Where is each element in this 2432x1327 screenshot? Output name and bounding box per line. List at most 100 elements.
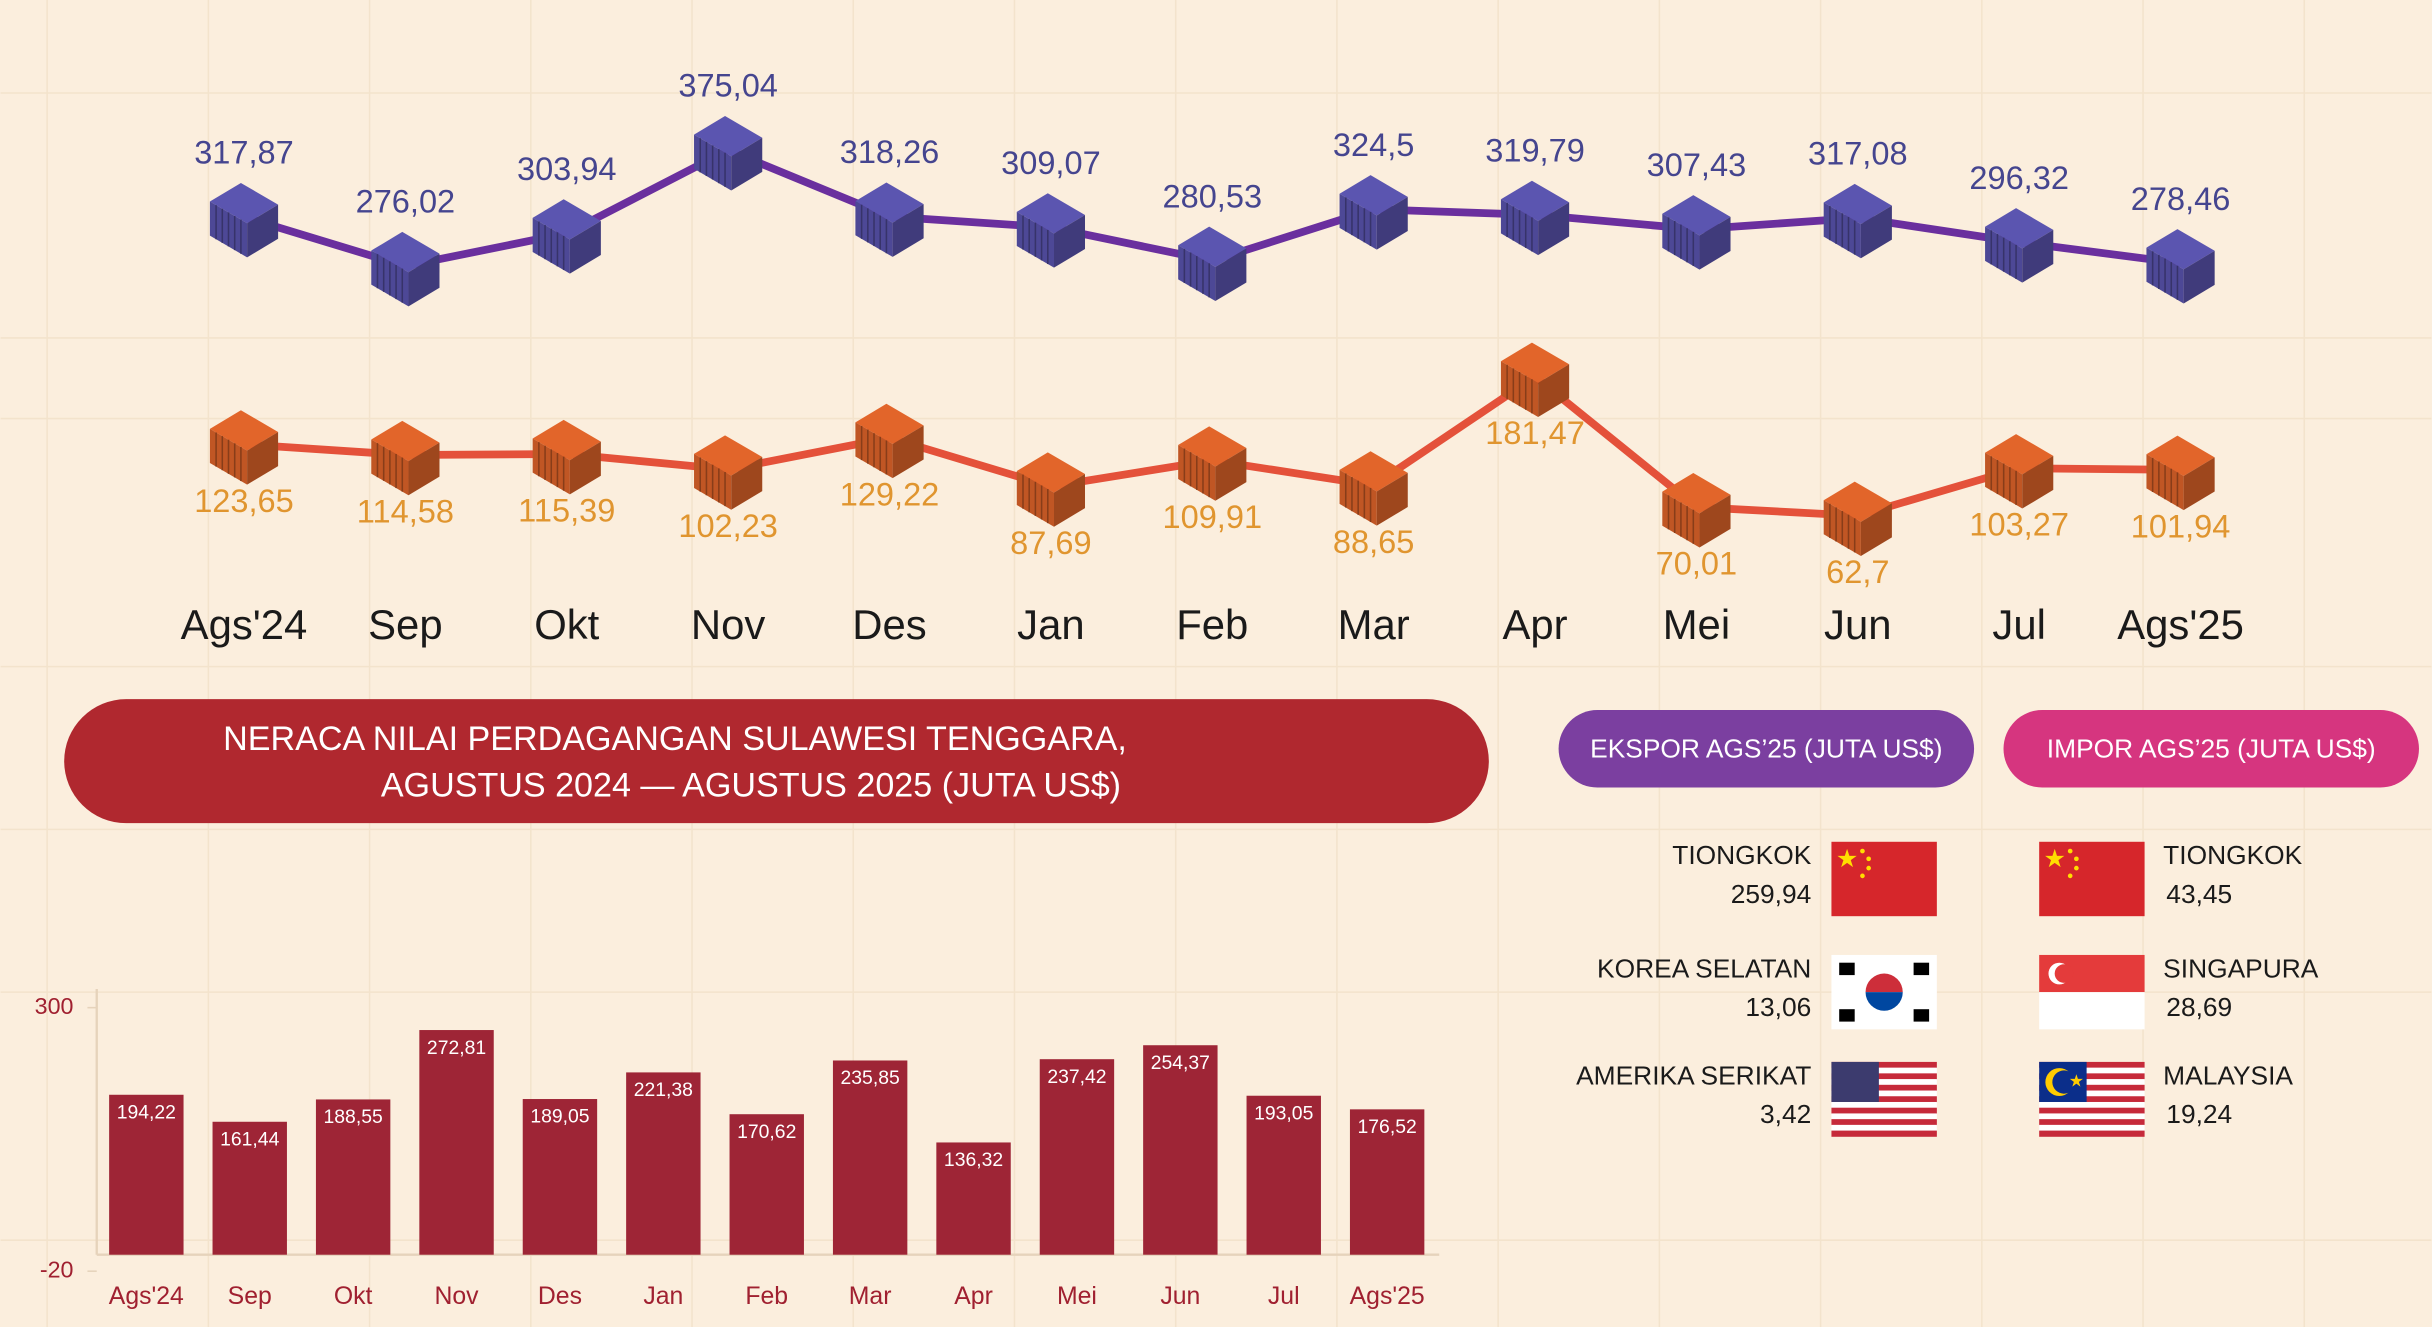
cube-top (2146, 435, 2215, 476)
cube-right (1860, 503, 1892, 557)
import-title: IMPOR AGS’25 (JUTA US$) (2047, 733, 2376, 763)
value-label: 170,62 (737, 1121, 796, 1143)
bar (729, 1114, 804, 1255)
flag-small-star (1866, 856, 1871, 862)
x-tick-label: Apr (1502, 601, 1567, 648)
x-tick-label: Jul (1992, 601, 2046, 648)
container-marker (532, 199, 601, 274)
bar (522, 1099, 598, 1255)
value-label: 115,39 (518, 493, 615, 529)
container-marker (1823, 183, 1892, 259)
container-marker (1662, 473, 1731, 548)
x-tick-label: Mar (1338, 601, 1410, 648)
flag-trigram (1839, 962, 1855, 976)
cube-top (1178, 426, 1247, 467)
container-marker (1339, 451, 1408, 526)
flag-star: ★ (1836, 846, 1858, 873)
container-marker (209, 182, 279, 258)
flag-stripe (2039, 1061, 2145, 1069)
cube-top (2146, 229, 2215, 270)
flag-stripe (2039, 1084, 2145, 1091)
cube-right (408, 442, 440, 496)
cube-right (1538, 364, 1570, 417)
cube-top (855, 403, 924, 445)
cube-top (1016, 193, 1086, 234)
x-tick-label: Mar (849, 1283, 892, 1310)
value-label: 194,22 (117, 1101, 176, 1123)
value-label: 303,94 (517, 151, 617, 187)
cube-right (1215, 248, 1247, 302)
x-tick-label: Sep (228, 1283, 272, 1310)
flag-canton (1831, 1061, 1879, 1102)
flag-stripe (1831, 1079, 1937, 1086)
flag-stripe (1831, 1113, 1937, 1120)
cube-right (1376, 196, 1408, 250)
value-label: 102,23 (678, 508, 778, 544)
container-marker (1662, 195, 1731, 270)
flag-trigram (1913, 962, 1930, 976)
flag-stripe (2039, 1079, 2145, 1086)
bar (1349, 1109, 1425, 1255)
flag-star: ★ (2044, 846, 2066, 873)
flag-small-star (1860, 873, 1865, 879)
cube-right (1538, 202, 1570, 256)
value-label: 307,43 (1647, 147, 1747, 183)
container-marker (1500, 180, 1570, 256)
cube-top (1985, 434, 2054, 475)
flag-small-star (1866, 865, 1871, 871)
container-marker (1500, 342, 1570, 417)
value-label: 103,27 (1969, 507, 2069, 543)
export-title: EKSPOR AGS’25 (JUTA US$) (1590, 733, 1942, 763)
flag-bottom (2039, 992, 2145, 1030)
cube-right (731, 457, 763, 510)
cube-right (1860, 205, 1892, 259)
x-tick-label: Ags'25 (1350, 1283, 1425, 1310)
flag-stripe (2039, 1124, 2145, 1132)
flag-stripe (1831, 1119, 1937, 1126)
x-tick-label: Mei (1663, 601, 1730, 648)
flag-stripe (1831, 1107, 1937, 1114)
export-pill (1558, 710, 1975, 788)
value-label: 88,65 (1333, 524, 1414, 560)
value-label: 114,58 (357, 493, 454, 529)
value-label: 318,26 (840, 134, 940, 170)
cube-right (1699, 494, 1731, 548)
x-tick-label: Sep (368, 601, 442, 648)
container-marker (694, 435, 763, 510)
value-label: 129,22 (840, 476, 940, 512)
flag-stripe (2039, 1090, 2145, 1097)
value-label: 188,55 (324, 1106, 383, 1128)
flag-stripe (2039, 1107, 2145, 1114)
flag-sg (2039, 954, 2145, 1030)
value-label: 193,05 (1254, 1102, 1313, 1124)
value-label: 136,32 (944, 1149, 1003, 1171)
value-label: 109,91 (1162, 499, 1262, 535)
bar (419, 1030, 494, 1255)
flag-stripe (1831, 1130, 1937, 1137)
container-marker (1016, 452, 1086, 527)
x-tick-label: Des (852, 601, 926, 648)
country-value: 13,06 (1745, 992, 1811, 1022)
x-tick-label: Feb (1176, 601, 1248, 648)
flag-us (1831, 1061, 1937, 1137)
x-tick-label: Ags'24 (109, 1283, 184, 1310)
flag-field (1831, 841, 1937, 917)
bar (1039, 1059, 1115, 1255)
value-label: 375,04 (678, 68, 778, 104)
x-tick-label: Apr (954, 1283, 993, 1310)
x-tick-label: Jan (643, 1283, 683, 1310)
flag-field (2039, 841, 2145, 917)
flag-stripe (2039, 1130, 2145, 1137)
title-pill (64, 699, 1489, 824)
cube-right (569, 441, 601, 495)
cube-top (371, 231, 440, 273)
flag-stripe (2039, 1119, 2145, 1126)
bar (626, 1072, 701, 1255)
flag-small-star (1860, 848, 1865, 854)
flag-moon-cut (2052, 1070, 2076, 1094)
cube-right (247, 204, 279, 258)
container-marker (1016, 193, 1086, 268)
value-label: 123,65 (194, 483, 294, 519)
cube-right (1054, 214, 1086, 268)
value-label: 235,85 (841, 1067, 900, 1089)
